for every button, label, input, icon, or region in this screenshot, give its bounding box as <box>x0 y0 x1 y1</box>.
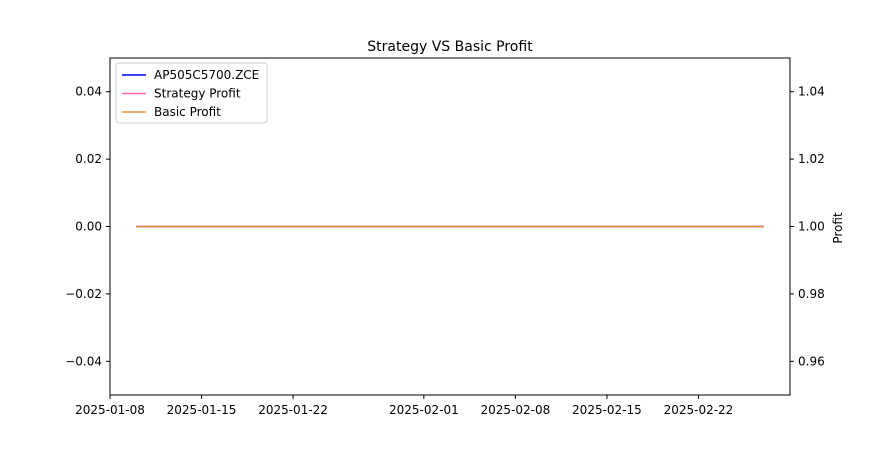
y-axis-right: 1.04 1.02 1.00 0.98 0.96 <box>790 85 825 368</box>
y-left-tick-label: 0.00 <box>75 220 102 234</box>
x-tick-label: 2025-02-22 <box>664 403 734 417</box>
x-tick-label: 2025-01-15 <box>167 403 237 417</box>
legend-label: AP505C5700.ZCE <box>154 68 259 82</box>
y-left-tick-label: −0.02 <box>65 287 102 301</box>
y-right-tick-label: 1.02 <box>798 152 825 166</box>
legend-box <box>115 62 268 124</box>
y-right-tick-label: 0.98 <box>798 287 825 301</box>
x-tick-label: 2025-02-08 <box>481 403 551 417</box>
y-axis-right-label: Profit <box>831 212 845 244</box>
y-right-tick-label: 0.96 <box>798 354 825 368</box>
y-axis-left: 0.04 0.02 0.00 −0.02 −0.04 <box>65 85 110 368</box>
legend-label: Basic Profit <box>154 105 221 119</box>
legend: AP505C5700.ZCE Strategy Profit Basic Profi… <box>115 62 268 124</box>
y-right-tick-label: 1.00 <box>798 220 825 234</box>
x-axis: 2025-01-08 2025-01-15 2025-01-22 2025-02-01… <box>75 395 733 417</box>
x-tick-label: 2025-02-01 <box>389 403 459 417</box>
x-tick-label: 2025-02-15 <box>572 403 642 417</box>
y-left-tick-label: −0.04 <box>65 354 102 368</box>
legend-label: Strategy Profit <box>154 87 241 101</box>
chart-title: Strategy VS Basic Profit <box>367 39 533 55</box>
x-tick-label: 2025-01-08 <box>75 403 145 417</box>
y-right-tick-label: 1.04 <box>798 85 825 99</box>
y-left-tick-label: 0.02 <box>75 152 102 166</box>
y-left-tick-label: 0.04 <box>75 85 102 99</box>
x-tick-label: 2025-01-22 <box>258 403 328 417</box>
